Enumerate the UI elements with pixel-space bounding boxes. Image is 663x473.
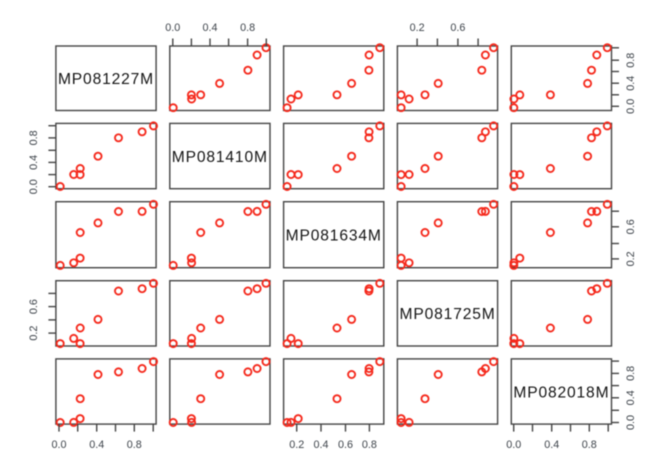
svg-text:0.8: 0.8 — [362, 439, 377, 451]
svg-text:MP081725M: MP081725M — [400, 306, 496, 323]
svg-text:0.6: 0.6 — [338, 439, 353, 451]
svg-text:0.4: 0.4 — [28, 155, 40, 170]
svg-text:0.2: 0.2 — [289, 439, 304, 451]
svg-text:0.0: 0.0 — [165, 22, 180, 34]
svg-text:0.6: 0.6 — [450, 22, 465, 34]
svg-text:MP081410M: MP081410M — [172, 149, 268, 166]
svg-text:0.0: 0.0 — [28, 179, 40, 194]
svg-text:MP081227M: MP081227M — [58, 71, 154, 88]
svg-text:MP082018M: MP082018M — [513, 384, 609, 401]
svg-text:0.8: 0.8 — [28, 130, 40, 145]
svg-text:0.0: 0.0 — [506, 439, 521, 451]
svg-text:0.2: 0.2 — [28, 326, 40, 341]
svg-text:MP081634M: MP081634M — [286, 228, 382, 245]
svg-text:0.0: 0.0 — [51, 439, 66, 451]
svg-text:0.0: 0.0 — [625, 415, 637, 430]
svg-text:0.8: 0.8 — [625, 366, 637, 381]
svg-text:0.4: 0.4 — [313, 439, 328, 451]
svg-text:0.8: 0.8 — [240, 22, 255, 34]
svg-text:0.4: 0.4 — [625, 76, 637, 91]
svg-text:0.0: 0.0 — [625, 99, 637, 114]
svg-text:0.2: 0.2 — [625, 251, 637, 266]
svg-text:0.6: 0.6 — [625, 219, 637, 234]
svg-text:0.4: 0.4 — [544, 439, 559, 451]
svg-text:0.4: 0.4 — [625, 390, 637, 405]
svg-text:0.4: 0.4 — [202, 22, 217, 34]
svg-text:0.8: 0.8 — [127, 439, 142, 451]
svg-text:0.6: 0.6 — [28, 299, 40, 314]
svg-text:0.2: 0.2 — [410, 22, 425, 34]
svg-text:0.8: 0.8 — [625, 53, 637, 68]
svg-text:0.4: 0.4 — [89, 439, 104, 451]
svg-text:0.8: 0.8 — [582, 439, 597, 451]
